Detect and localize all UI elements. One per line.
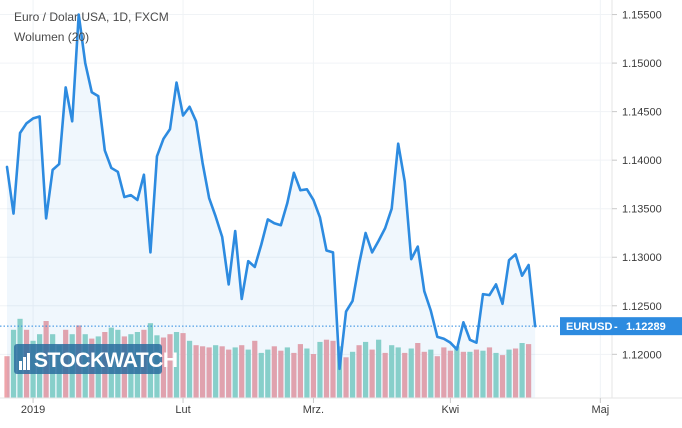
volume-bar [330, 340, 336, 398]
volume-bar [506, 349, 512, 398]
volume-bar [271, 346, 277, 398]
volume-bar [526, 344, 532, 398]
series-line-eurusd [5, 13, 537, 371]
volume-bar [434, 356, 440, 398]
volume-bar [369, 349, 375, 398]
y-tick-label: 1.13500 [622, 204, 662, 216]
last-price-tag: EURUSD - 1.12289 [560, 317, 682, 336]
y-tick-label: 1.12500 [622, 301, 662, 313]
volume-bar [486, 347, 493, 398]
volume-bar [167, 334, 173, 398]
x-axis: 2019 Lut Mrz. Kwi Maj [21, 398, 609, 416]
volume-bar [349, 351, 356, 398]
volume-bar [219, 346, 225, 398]
volume-bar [382, 352, 388, 398]
volume-bar [284, 347, 290, 398]
volume-bar [473, 349, 480, 398]
x-tick-label: 2019 [21, 404, 45, 416]
volume-bar [186, 340, 193, 398]
volume-bar [376, 339, 382, 398]
price-area-fill [7, 14, 536, 399]
volume-bar [454, 346, 460, 398]
volume-bar [519, 343, 525, 398]
logo-background [14, 344, 162, 374]
y-tick-label: 1.14500 [622, 107, 662, 119]
volume-bar [258, 352, 264, 398]
volume-bar [232, 347, 238, 398]
price-tag-value: 1.12289 [626, 321, 666, 333]
volume-bar [441, 347, 447, 398]
chart-title: Euro / Dolar USA, 1D, FXCM [14, 10, 169, 24]
price-tag-background [560, 317, 682, 336]
price-area [7, 14, 536, 399]
volume-bar [180, 333, 186, 398]
volume-bar [10, 329, 17, 398]
volume-bar [336, 346, 343, 398]
volume-bar [421, 351, 427, 398]
price-line [5, 13, 537, 371]
volume-bar [323, 339, 330, 398]
y-tick-label: 1.12000 [622, 349, 662, 361]
volume-bar [239, 345, 245, 398]
y-tick-label: 1.14000 [622, 155, 662, 167]
volume-bar [356, 345, 362, 398]
volume-bar [467, 351, 473, 398]
volume-bar [291, 352, 297, 398]
x-tick-label: Mrz. [303, 404, 324, 416]
volume-bar [460, 351, 466, 398]
volume-bar [4, 356, 10, 398]
volume-bar [415, 343, 421, 398]
y-axis: 1.12000 1.12500 1.13000 1.13500 1.14000 1.145… [612, 10, 662, 361]
price-tag-separator: - [614, 321, 618, 333]
logo-bars-icon [19, 353, 30, 370]
volume-bar [343, 357, 349, 398]
volume-bar [213, 345, 219, 398]
volume-bar [428, 349, 434, 398]
volume-bar [389, 345, 395, 398]
logo-text: STOCKWATCH [34, 349, 178, 372]
volume-bar [193, 345, 199, 398]
volume-label: Wolumen (20) [14, 30, 89, 44]
stockwatch-logo: STOCKWATCH [14, 344, 178, 374]
x-tick-label: Lut [175, 404, 190, 416]
volume-bar [408, 348, 414, 398]
volume-bar [512, 348, 519, 398]
volume-bar [493, 352, 499, 398]
volume-bar [278, 350, 284, 398]
volume-bar [173, 332, 180, 398]
price-tag-symbol: EURUSD [566, 321, 613, 333]
x-tick-label: Kwi [441, 404, 459, 416]
volume-bar [245, 349, 251, 398]
y-tick-label: 1.15000 [622, 58, 662, 70]
volume-bar [226, 349, 232, 398]
volume-bar [265, 349, 271, 398]
volume-bar [499, 355, 506, 398]
volume-bar [310, 354, 317, 398]
volume-bar [363, 341, 369, 398]
y-tick-label: 1.15500 [622, 10, 662, 22]
volume-bar [402, 352, 408, 398]
y-tick-label: 1.13000 [622, 252, 662, 264]
volume-bar [317, 341, 323, 398]
volume-bar [447, 350, 453, 398]
volume-bar [206, 347, 212, 398]
volume-bar [200, 346, 206, 398]
volume-bar [252, 340, 258, 398]
volume-bar [480, 350, 486, 398]
volume-bar [160, 337, 167, 398]
volume-bar [395, 347, 401, 398]
x-tick-label: Maj [591, 404, 609, 416]
volume-bar [304, 348, 310, 398]
volume-bar [297, 344, 303, 398]
